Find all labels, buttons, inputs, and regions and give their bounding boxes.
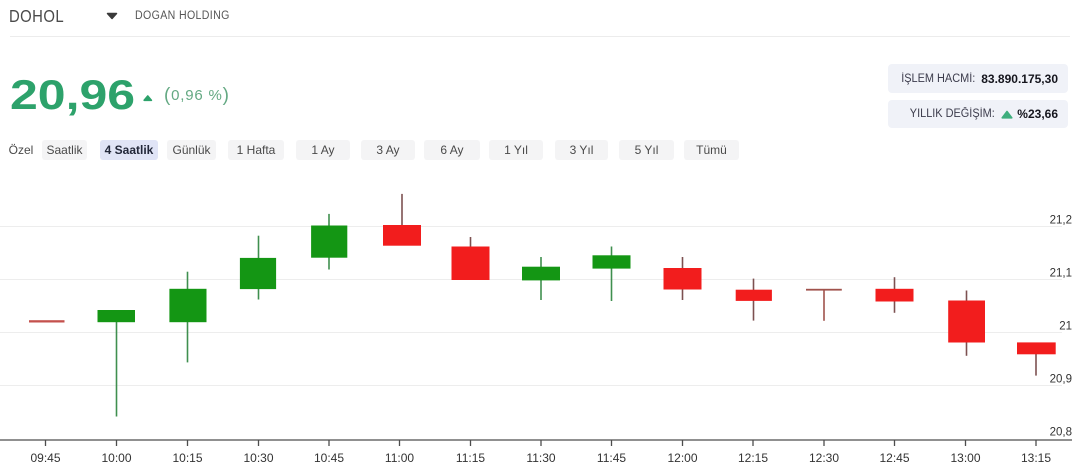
svg-text:11:45: 11:45 (597, 451, 626, 465)
svg-text:09:45: 09:45 (30, 451, 60, 465)
svg-text:13:15: 13:15 (1021, 451, 1051, 465)
svg-text:10:00: 10:00 (101, 451, 131, 465)
svg-text:21,2: 21,2 (1050, 215, 1072, 227)
svg-text:11:00: 11:00 (385, 451, 414, 465)
svg-text:21,1: 21,1 (1050, 268, 1072, 280)
svg-text:12:00: 12:00 (667, 451, 697, 465)
svg-text:20,9: 20,9 (1050, 374, 1072, 386)
svg-text:12:15: 12:15 (738, 451, 768, 465)
svg-text:21: 21 (1059, 321, 1072, 333)
svg-text:11:30: 11:30 (526, 451, 555, 465)
svg-text:20,8: 20,8 (1050, 427, 1072, 439)
svg-text:10:30: 10:30 (243, 451, 273, 465)
svg-text:10:45: 10:45 (314, 451, 344, 465)
svg-text:10:15: 10:15 (172, 451, 202, 465)
svg-text:12:45: 12:45 (879, 451, 909, 465)
svg-text:13:00: 13:00 (950, 451, 980, 465)
svg-text:11:15: 11:15 (456, 451, 485, 465)
svg-text:12:30: 12:30 (809, 451, 839, 465)
